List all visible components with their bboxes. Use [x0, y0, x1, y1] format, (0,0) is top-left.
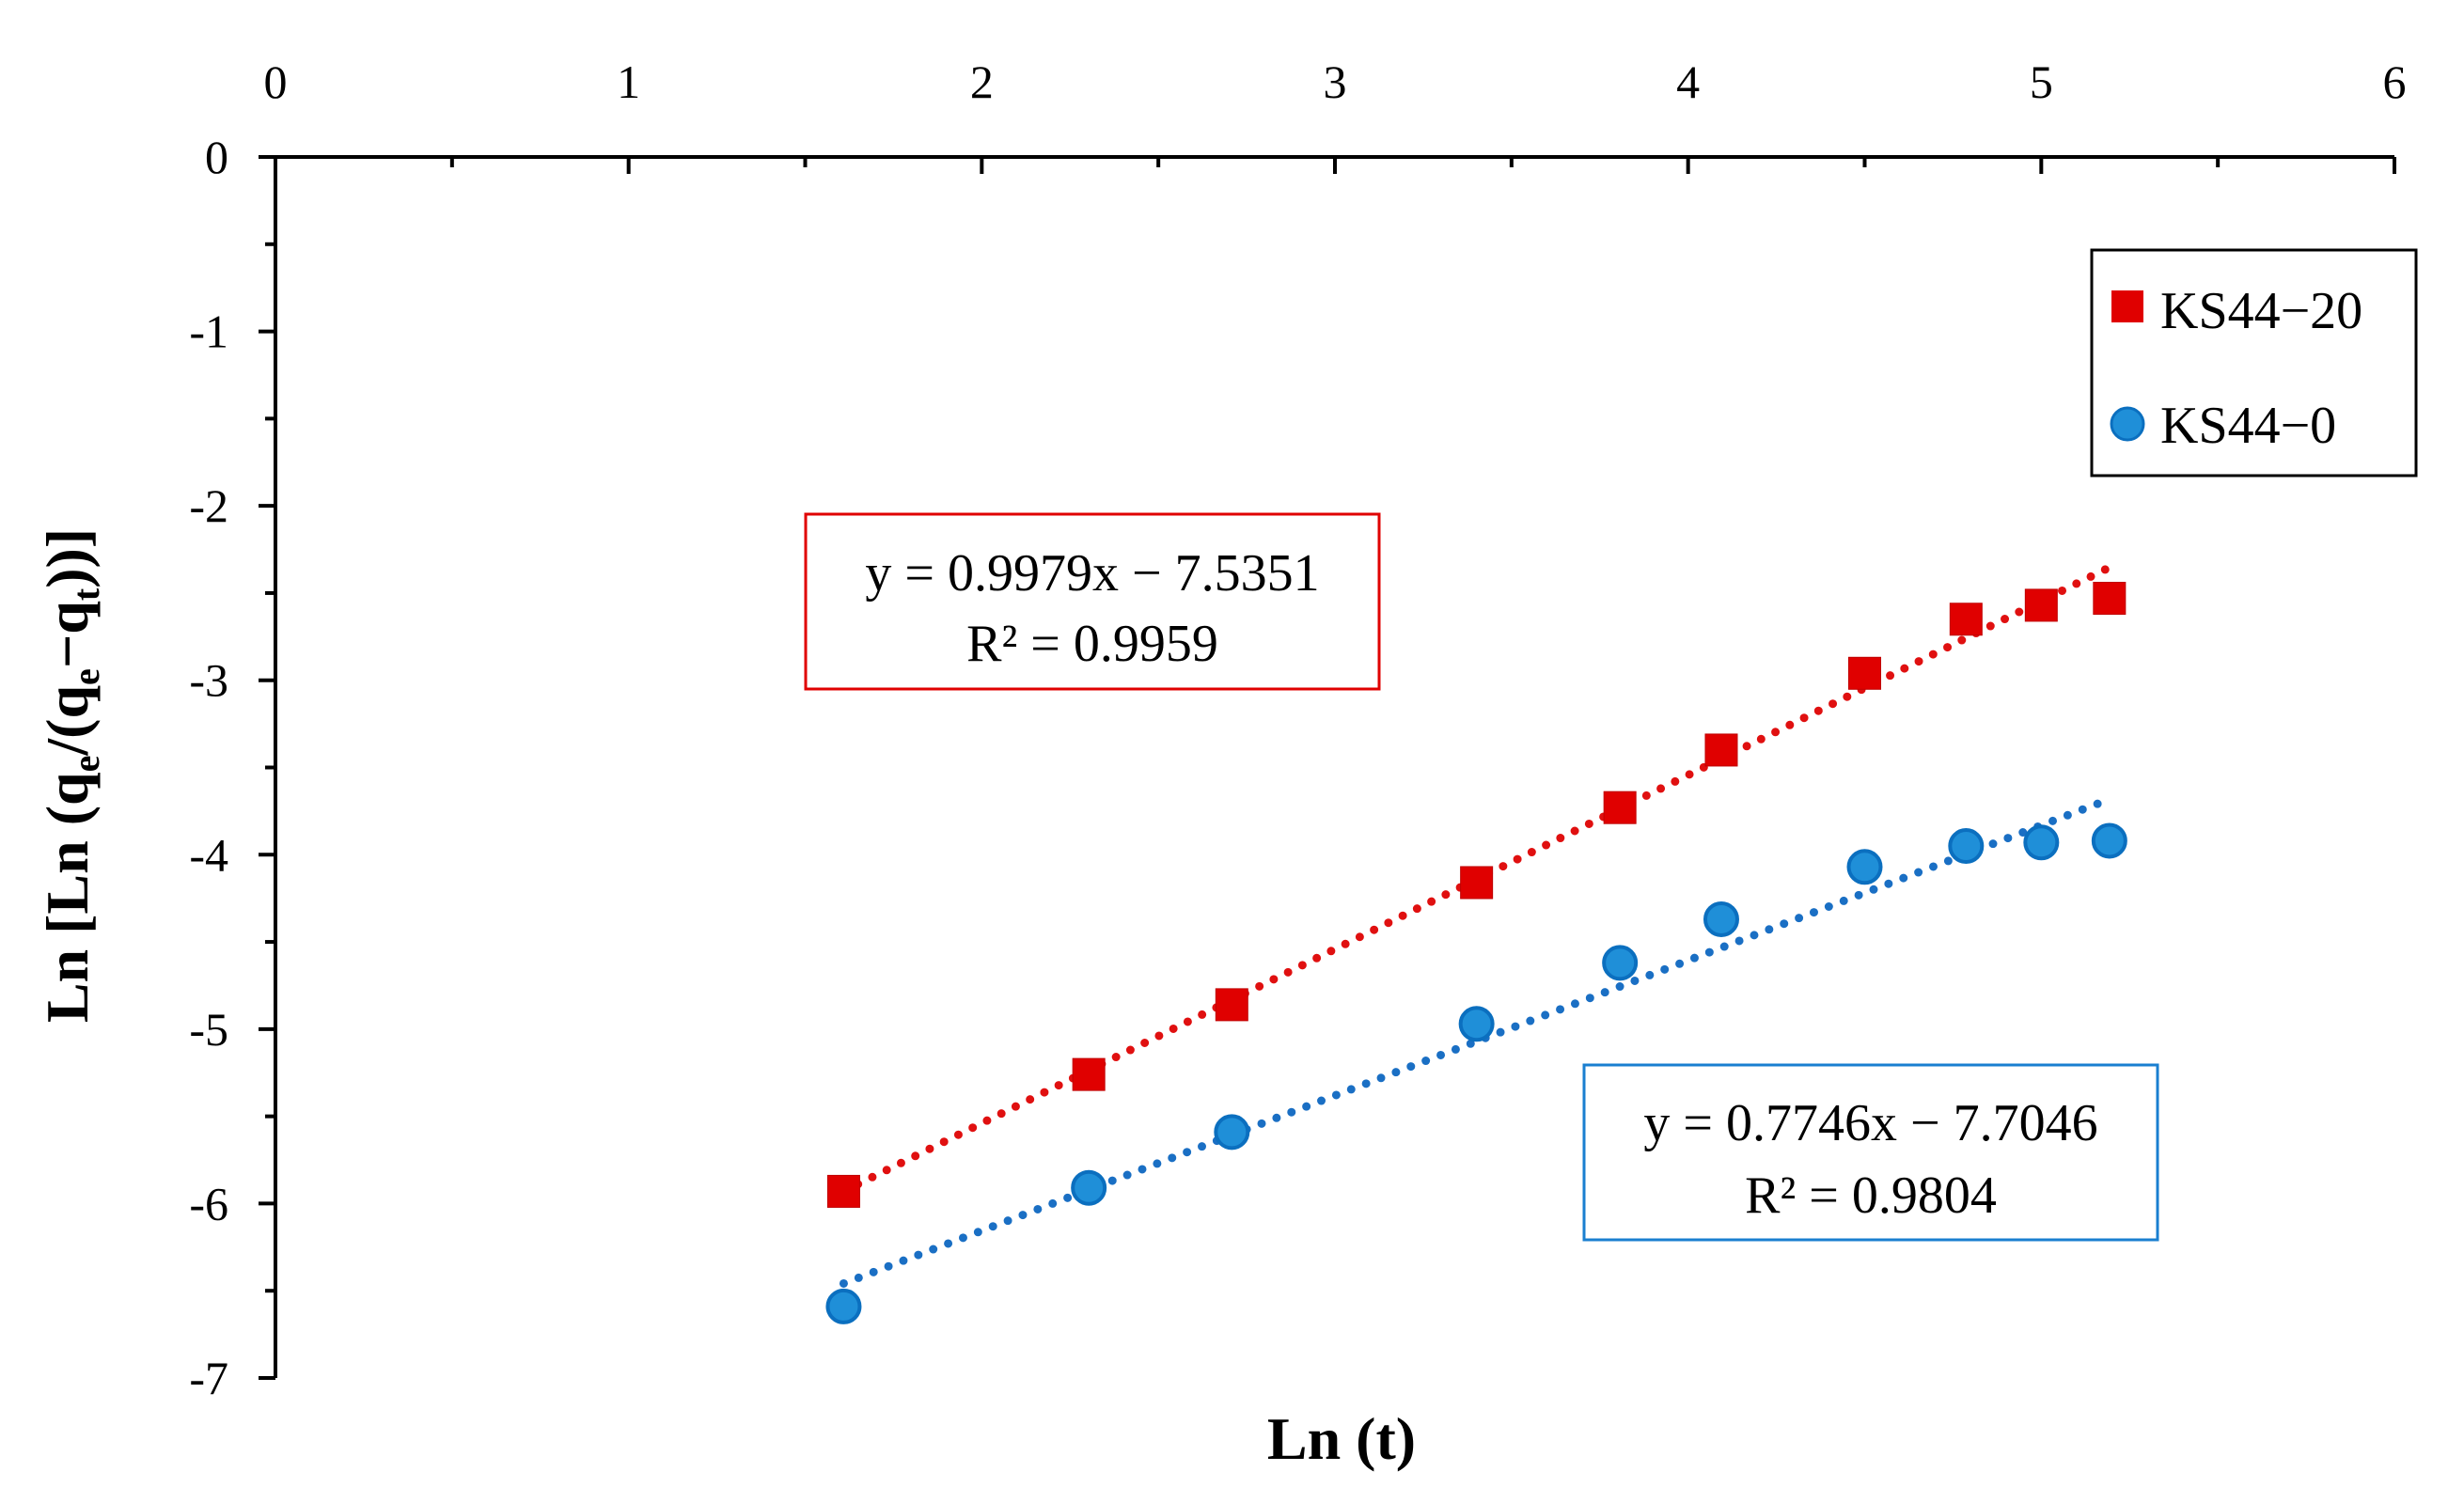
data-point-ks44-0	[1458, 1006, 1495, 1042]
r2-ks44-0: R² = 0.9804	[1745, 1166, 1997, 1225]
data-point-ks44-0	[1948, 828, 1985, 865]
y-axis-title-part: −q	[34, 601, 101, 668]
data-point-ks44-0	[825, 1288, 862, 1324]
legend-marker-ks44-20	[2111, 290, 2143, 322]
data-point-ks44-0	[1602, 945, 1639, 981]
data-point-ks44-0	[1214, 1114, 1250, 1151]
y-tick-label: -1	[189, 305, 228, 358]
data-point-ks44-20	[1460, 866, 1494, 900]
x-axis-ticks: 0 1 2 3 4 5 6	[264, 55, 2407, 174]
data-point-ks44-0	[1846, 849, 1883, 885]
data-point-ks44-0	[1071, 1169, 1107, 1206]
x-axis-title: Ln (t)	[1267, 1405, 1416, 1472]
y-axis-title: Ln [Ln (qe/(qe−qt))]	[34, 528, 107, 1023]
data-point-ks44-20	[1603, 791, 1637, 824]
legend-marker-ks44-0	[2110, 406, 2145, 442]
equation-box-ks44-20: y = 0.9979x − 7.5351 R² = 0.9959	[804, 512, 1381, 691]
data-point-ks44-0	[1703, 900, 1739, 937]
data-point-ks44-20	[1848, 656, 1881, 690]
data-point-ks44-20	[2093, 581, 2127, 615]
data-point-ks44-0	[2091, 822, 2127, 859]
data-point-ks44-20	[1949, 603, 1983, 636]
data-point-ks44-20	[1704, 733, 1738, 767]
data-point-ks44-20	[1215, 988, 1248, 1022]
x-tick-label: 3	[1324, 55, 1347, 108]
legend: KS44−20 KS44−0	[2090, 248, 2418, 478]
x-tick-label: 6	[2383, 55, 2407, 108]
y-tick-label: -4	[189, 828, 228, 881]
x-tick-label: 4	[1676, 55, 1700, 108]
y-tick-label: -3	[189, 654, 228, 707]
x-tick-label: 0	[264, 55, 288, 108]
r2-ks44-20: R² = 0.9959	[966, 615, 1218, 673]
data-point-ks44-20	[826, 1174, 860, 1208]
y-axis-title-subscript: t	[65, 587, 107, 601]
data-point-ks44-0	[2023, 824, 2060, 861]
y-axis-title-part: /(q	[34, 685, 101, 757]
y-tick-label: -5	[189, 1003, 228, 1056]
x-tick-label: 2	[970, 55, 994, 108]
equation-ks44-20: y = 0.9979x − 7.5351	[865, 544, 1319, 603]
equation-box-ks44-0: y = 0.7746x − 7.7046 R² = 0.9804	[1582, 1063, 2159, 1242]
y-axis-title-part: Ln [Ln (q	[34, 772, 101, 1023]
equation-ks44-0: y = 0.7746x − 7.7046	[1643, 1094, 2097, 1152]
y-tick-label: -2	[189, 479, 228, 532]
y-tick-label: -6	[189, 1177, 228, 1229]
y-axis-ticks: 0 -1 -2 -3 -4 -5 -6 -7	[189, 131, 275, 1404]
x-tick-label: 5	[2030, 55, 2053, 108]
legend-label-ks44-20: KS44−20	[2160, 282, 2362, 340]
y-tick-label: -7	[189, 1352, 228, 1404]
legend-label-ks44-0: KS44−0	[2160, 397, 2336, 455]
y-axis-title-subscript: e	[65, 668, 107, 685]
y-axis-title-subscript: e	[65, 756, 107, 773]
trendline-ks44-0	[839, 794, 2114, 1288]
y-tick-label: 0	[205, 131, 228, 183]
x-tick-label: 1	[617, 55, 640, 108]
y-axis-title-group: Ln [Ln (qe/(qe−qt))]	[34, 528, 107, 1023]
data-point-ks44-20	[1072, 1057, 1106, 1091]
data-points	[825, 581, 2127, 1324]
data-point-ks44-20	[2024, 588, 2058, 622]
y-axis-title-part: ))]	[34, 528, 101, 588]
